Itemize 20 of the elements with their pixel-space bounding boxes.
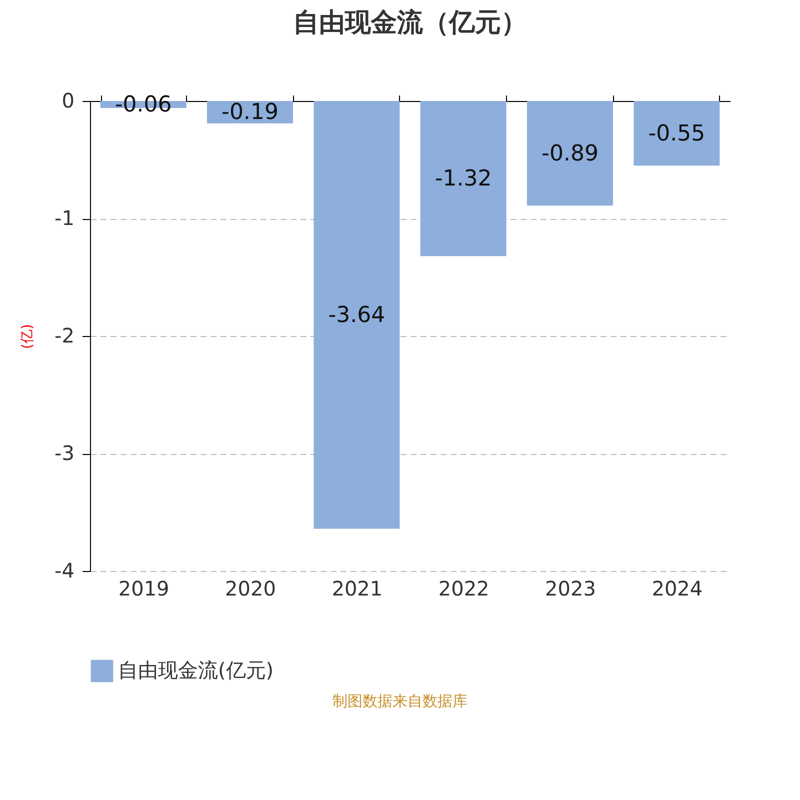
data-label: -0.19 (222, 100, 278, 126)
y-tick-label: -2 (54, 324, 74, 348)
x-tick-label: 2020 (225, 576, 276, 600)
text: 制图数据来自数据库 (332, 692, 468, 711)
x-tick-label: 2024 (652, 576, 703, 600)
y-axis-title: (亿) (20, 324, 36, 349)
data-label: -3.64 (328, 302, 386, 328)
x-tick-label: 2023 (545, 576, 596, 600)
y-tick-label: -4 (54, 558, 74, 582)
y-tick-label: -1 (54, 206, 74, 230)
data-label: -0.55 (648, 121, 706, 146)
y-tick-label: -3 (54, 441, 74, 465)
x-tick-label: 2022 (438, 576, 490, 600)
chart-title: 自由现金流（亿元） (293, 8, 527, 38)
y-tick-label: 0 (62, 88, 74, 112)
x-tick-label: 2019 (118, 576, 170, 600)
data-label: -1.32 (434, 166, 492, 192)
data-label: -0.89 (542, 141, 598, 166)
x-tick-label: 2021 (332, 576, 383, 600)
legend-label: 自由现金流(亿元) (118, 658, 274, 682)
